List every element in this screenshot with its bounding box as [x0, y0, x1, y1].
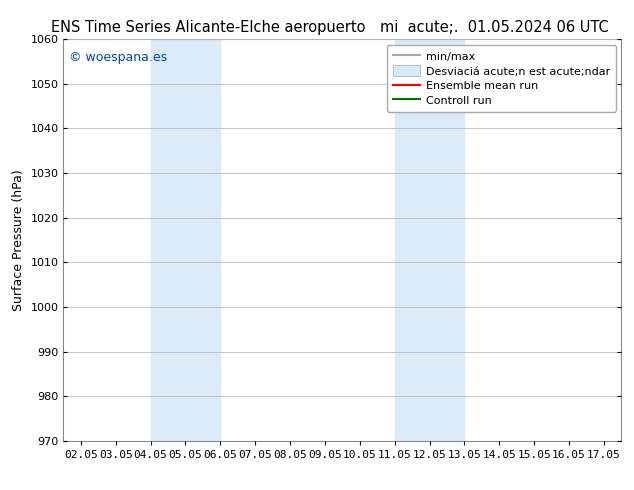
- Bar: [394, 39, 464, 441]
- Bar: [150, 39, 221, 441]
- Legend: min/max, Desviaciá acute;n est acute;ndar, Ensemble mean run, Controll run: min/max, Desviaciá acute;n est acute;nda…: [387, 45, 616, 112]
- Y-axis label: Surface Pressure (hPa): Surface Pressure (hPa): [12, 169, 25, 311]
- Text: ENS Time Series Alicante-Elche aeropuerto: ENS Time Series Alicante-Elche aeropuert…: [51, 20, 365, 35]
- Text: © woespana.es: © woespana.es: [69, 51, 167, 64]
- Text: mi  acute;.  01.05.2024 06 UTC: mi acute;. 01.05.2024 06 UTC: [380, 20, 609, 35]
